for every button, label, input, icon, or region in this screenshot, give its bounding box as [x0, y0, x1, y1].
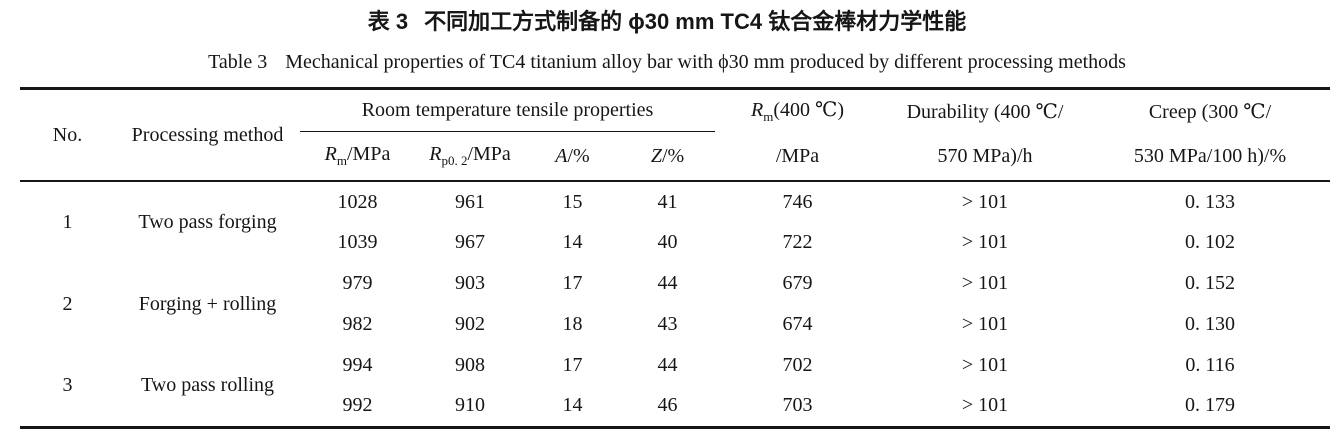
- cell-rp02: 910: [455, 394, 485, 417]
- cell-a: 17: [562, 272, 583, 294]
- cell-z: 44: [657, 354, 678, 376]
- creep-line2: 530 MPa/100 h)/%: [1133, 144, 1287, 167]
- cell-creep: 0. 179: [1185, 394, 1236, 417]
- cell-rm: 992: [342, 394, 373, 417]
- table-row: 992 910 14 46 703 > 101 0. 179: [20, 386, 1330, 427]
- cell-rp02: 967: [455, 231, 485, 253]
- group-1: 1 Two pass forging 1028 961 15 41 746 > …: [20, 181, 1330, 263]
- table-title-en-label: Table 3: [208, 51, 268, 73]
- cell-z: 43: [657, 313, 678, 335]
- cell-durability: > 101: [961, 190, 1009, 213]
- creep-line1: Creep (300 ℃/: [1148, 100, 1272, 123]
- cell-rp02: 902: [455, 313, 485, 335]
- table-row: 982 902 18 43 674 > 101 0. 130: [20, 304, 1330, 345]
- cell-durability: > 101: [961, 354, 1009, 376]
- cell-rm: 1028: [337, 190, 378, 213]
- table-title-en-text: Mechanical properties of TC4 titanium al…: [285, 51, 1126, 73]
- cell-a: 15: [562, 190, 583, 213]
- cell-creep: 0. 133: [1185, 190, 1236, 213]
- durability-line1: Durability (400 ℃/: [906, 100, 1064, 123]
- cell-rm-400c: 703: [782, 394, 813, 417]
- rm-400c-line2: /MPa: [775, 144, 820, 167]
- rm-400c-line1: Rm(400 ℃): [750, 99, 845, 124]
- durability-line2: 570 MPa)/h: [937, 144, 1033, 167]
- table-row: 2 Forging + rolling 979 903 17 44 679 > …: [20, 263, 1330, 315]
- table-title-en: Table 3 Mechanical properties of TC4 tita…: [0, 49, 1334, 75]
- col-header-durability: Durability (400 ℃/ 570 MPa)/h: [880, 88, 1091, 182]
- table-header: No. Processing method Room temperature t…: [20, 88, 1331, 183]
- cell-processing-method: Forging + rolling: [138, 292, 277, 315]
- table-title-zh: 表 3 不同加工方式制备的 ϕ30 mm TC4 钛合金棒材力学性能: [0, 0, 1334, 37]
- cell-rm: 982: [342, 313, 373, 335]
- cell-no: 2: [62, 292, 73, 315]
- cell-rm-400c: 746: [782, 190, 813, 213]
- cell-rp02: 961: [455, 190, 485, 213]
- cell-rm-400c: 679: [782, 272, 813, 294]
- col-header-rp02: Rp0. 2/MPa: [415, 131, 525, 183]
- cell-durability: > 101: [961, 231, 1009, 253]
- col-header-processing-method: Processing method: [115, 88, 300, 182]
- cell-rp02: 908: [455, 354, 485, 376]
- col-header-no: No.: [20, 88, 115, 182]
- cell-a: 14: [562, 231, 583, 253]
- cell-creep: 0. 102: [1185, 231, 1236, 253]
- table-row: 3 Two pass rolling 994 908 17 44 702 > 1…: [20, 345, 1330, 396]
- col-header-a: A/%: [525, 131, 620, 183]
- col-header-rm: Rm/MPa: [300, 131, 415, 183]
- cell-z: 44: [657, 272, 678, 294]
- col-group-room-temperature-tensile: Room temperature tensile properties: [300, 88, 716, 133]
- cell-durability: > 101: [961, 272, 1009, 294]
- cell-no: 3: [62, 373, 73, 396]
- cell-z: 46: [657, 394, 678, 417]
- cell-rm-400c: 722: [782, 231, 813, 253]
- cell-durability: > 101: [961, 394, 1009, 417]
- cell-durability: > 101: [961, 313, 1009, 335]
- cell-a: 14: [562, 394, 583, 417]
- group-2: 2 Forging + rolling 979 903 17 44 679 > …: [20, 263, 1330, 345]
- mechanical-properties-table: No. Processing method Room temperature t…: [20, 87, 1331, 429]
- cell-rm-400c: 674: [782, 313, 813, 335]
- col-header-rm-400c: Rm(400 ℃) /MPa: [715, 88, 881, 182]
- table-row: 1039 967 14 40 722 > 101 0. 102: [20, 222, 1330, 263]
- cell-z: 40: [657, 231, 678, 253]
- cell-rm: 979: [342, 272, 373, 294]
- cell-creep: 0. 152: [1185, 272, 1236, 294]
- cell-no: 1: [62, 211, 73, 233]
- cell-rm: 1039: [337, 231, 378, 253]
- cell-a: 18: [562, 313, 583, 335]
- cell-creep: 0. 130: [1185, 313, 1236, 335]
- group-3: 3 Two pass rolling 994 908 17 44 702 > 1…: [20, 345, 1330, 427]
- cell-rm-400c: 702: [782, 354, 813, 376]
- table-title-zh-label: 表 3: [367, 9, 409, 34]
- cell-a: 17: [562, 354, 583, 376]
- table-title-zh-text: 不同加工方式制备的 ϕ30 mm TC4 钛合金棒材力学性能: [424, 9, 967, 34]
- cell-rp02: 903: [455, 272, 485, 294]
- cell-creep: 0. 116: [1185, 354, 1235, 376]
- cell-rm: 994: [342, 354, 373, 376]
- col-header-creep: Creep (300 ℃/ 530 MPa/100 h)/%: [1090, 88, 1331, 182]
- col-header-z: Z/%: [620, 131, 716, 183]
- table-row: 1 Two pass forging 1028 961 15 41 746 > …: [20, 181, 1330, 234]
- cell-processing-method: Two pass forging: [138, 211, 277, 233]
- cell-processing-method: Two pass rolling: [140, 373, 275, 396]
- cell-z: 41: [657, 190, 678, 213]
